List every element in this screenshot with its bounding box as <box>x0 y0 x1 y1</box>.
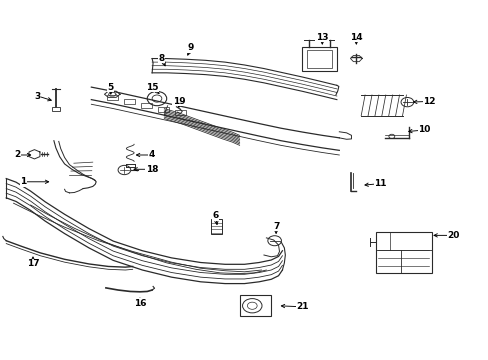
Text: 1: 1 <box>20 177 26 186</box>
Text: 6: 6 <box>212 211 218 220</box>
Text: 12: 12 <box>422 97 435 106</box>
Bar <box>107 95 118 100</box>
Text: 16: 16 <box>133 299 146 308</box>
Bar <box>175 111 186 115</box>
Text: 10: 10 <box>417 126 430 135</box>
Bar <box>211 219 222 234</box>
Bar <box>141 103 152 108</box>
Text: 3: 3 <box>35 91 41 100</box>
Text: 9: 9 <box>187 43 194 52</box>
Bar <box>375 232 431 273</box>
Text: 7: 7 <box>272 222 279 231</box>
Text: 18: 18 <box>145 165 158 174</box>
Bar <box>239 295 271 316</box>
Text: 5: 5 <box>107 83 114 92</box>
Text: 13: 13 <box>315 33 328 42</box>
Text: 15: 15 <box>145 83 158 92</box>
Bar <box>124 99 135 104</box>
Bar <box>52 108 60 111</box>
Text: 14: 14 <box>349 33 362 42</box>
Bar <box>301 47 336 71</box>
Text: 2: 2 <box>14 150 20 159</box>
Bar <box>158 107 169 112</box>
Text: 19: 19 <box>172 97 185 106</box>
Text: 20: 20 <box>447 231 459 240</box>
Text: 4: 4 <box>149 150 155 159</box>
Text: 8: 8 <box>159 54 164 63</box>
Text: 11: 11 <box>374 179 386 188</box>
Bar <box>306 50 331 68</box>
Text: 17: 17 <box>27 260 39 269</box>
Text: 21: 21 <box>296 302 308 311</box>
